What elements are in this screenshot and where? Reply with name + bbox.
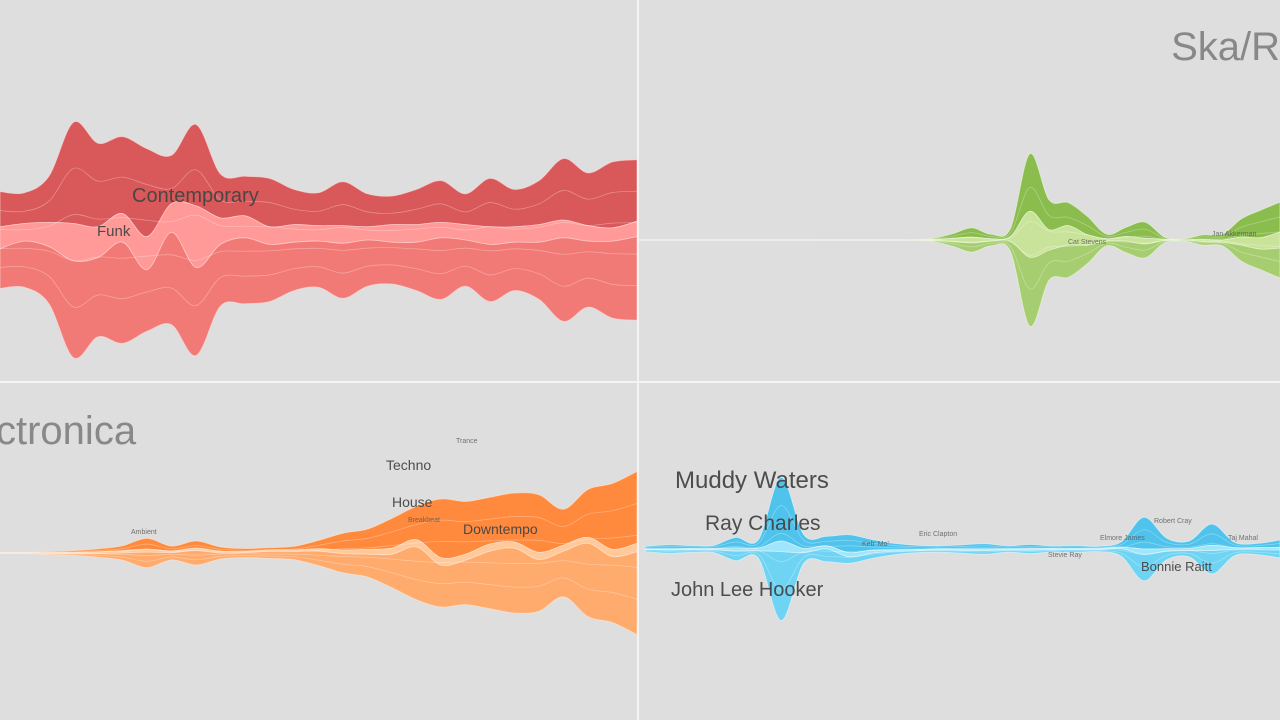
stream-strand bbox=[644, 550, 1280, 590]
stream-label-breakbeat[interactable]: Breakbeat bbox=[408, 517, 440, 524]
stream-strand bbox=[0, 552, 638, 568]
stream-strand bbox=[0, 264, 638, 308]
stream-label-downtempo[interactable]: Downtempo bbox=[463, 521, 538, 537]
stream-label-trance[interactable]: Trance bbox=[456, 438, 478, 445]
stream-label-bonnie-raitt[interactable]: Bonnie Raitt bbox=[1141, 559, 1212, 574]
stream-strand bbox=[0, 167, 638, 214]
streams-funk-soul bbox=[0, 121, 638, 359]
stream-label-jan-akkerman[interactable]: Jan Akkerman bbox=[1212, 231, 1256, 238]
stream-strand bbox=[644, 533, 1280, 549]
stream-label-house[interactable]: House bbox=[392, 494, 433, 510]
stream-label-stevie-ray[interactable]: Stevie Ray bbox=[1048, 552, 1082, 559]
stream-strand bbox=[0, 552, 638, 600]
stream-label-cat-stevens[interactable]: Cat Stevens bbox=[1068, 239, 1107, 246]
stream-strand bbox=[0, 214, 638, 231]
stream-label-muddy-waters[interactable]: Muddy Waters bbox=[675, 467, 829, 494]
stream-strand bbox=[644, 549, 1280, 562]
stream-label-techno[interactable]: Techno bbox=[386, 457, 431, 473]
stream-strand bbox=[0, 535, 638, 554]
stream-strand bbox=[818, 239, 1280, 256]
panel-ska-reggae[interactable]: Ska/R Cat Stevens Jan Akkerman bbox=[638, 25, 1280, 327]
stream-strand bbox=[0, 503, 638, 553]
panel-electronica[interactable]: ctronica Techno House Downtempo Trance B… bbox=[0, 409, 638, 636]
stream-label-robert-cray[interactable]: Robert Cray bbox=[1154, 518, 1192, 525]
stream-strand bbox=[818, 221, 1280, 241]
stream-label-ambient[interactable]: Ambient bbox=[131, 529, 157, 536]
stream-strand bbox=[818, 239, 1280, 290]
stream-label-eric-clapton[interactable]: Eric Clapton bbox=[919, 531, 957, 538]
stream-label-taj-mahal[interactable]: Taj Mahal bbox=[1228, 535, 1258, 542]
stream-label-keb-mo[interactable]: Keb' Mo' bbox=[862, 541, 889, 548]
panel-title-electronica: ctronica bbox=[0, 409, 137, 453]
panel-funk-soul[interactable]: Contemporary Funk bbox=[0, 121, 638, 359]
stream-label-contemporary[interactable]: Contemporary bbox=[132, 185, 259, 207]
stream-label-funk[interactable]: Funk bbox=[97, 223, 131, 240]
stream-strand bbox=[818, 187, 1280, 241]
stream-strand bbox=[644, 505, 1280, 548]
stream-strand bbox=[0, 247, 638, 262]
panel-title-ska-reggae: Ska/R bbox=[1171, 25, 1280, 69]
stream-label-ray-charles[interactable]: Ray Charles bbox=[705, 512, 821, 535]
stream-jan-akkerman[interactable] bbox=[818, 239, 1280, 327]
stream-label-elmore-james[interactable]: Elmore James bbox=[1100, 535, 1145, 542]
stream-label-john-lee-hooker[interactable]: John Lee Hooker bbox=[671, 579, 824, 601]
streams-ska-reggae bbox=[638, 153, 1280, 327]
